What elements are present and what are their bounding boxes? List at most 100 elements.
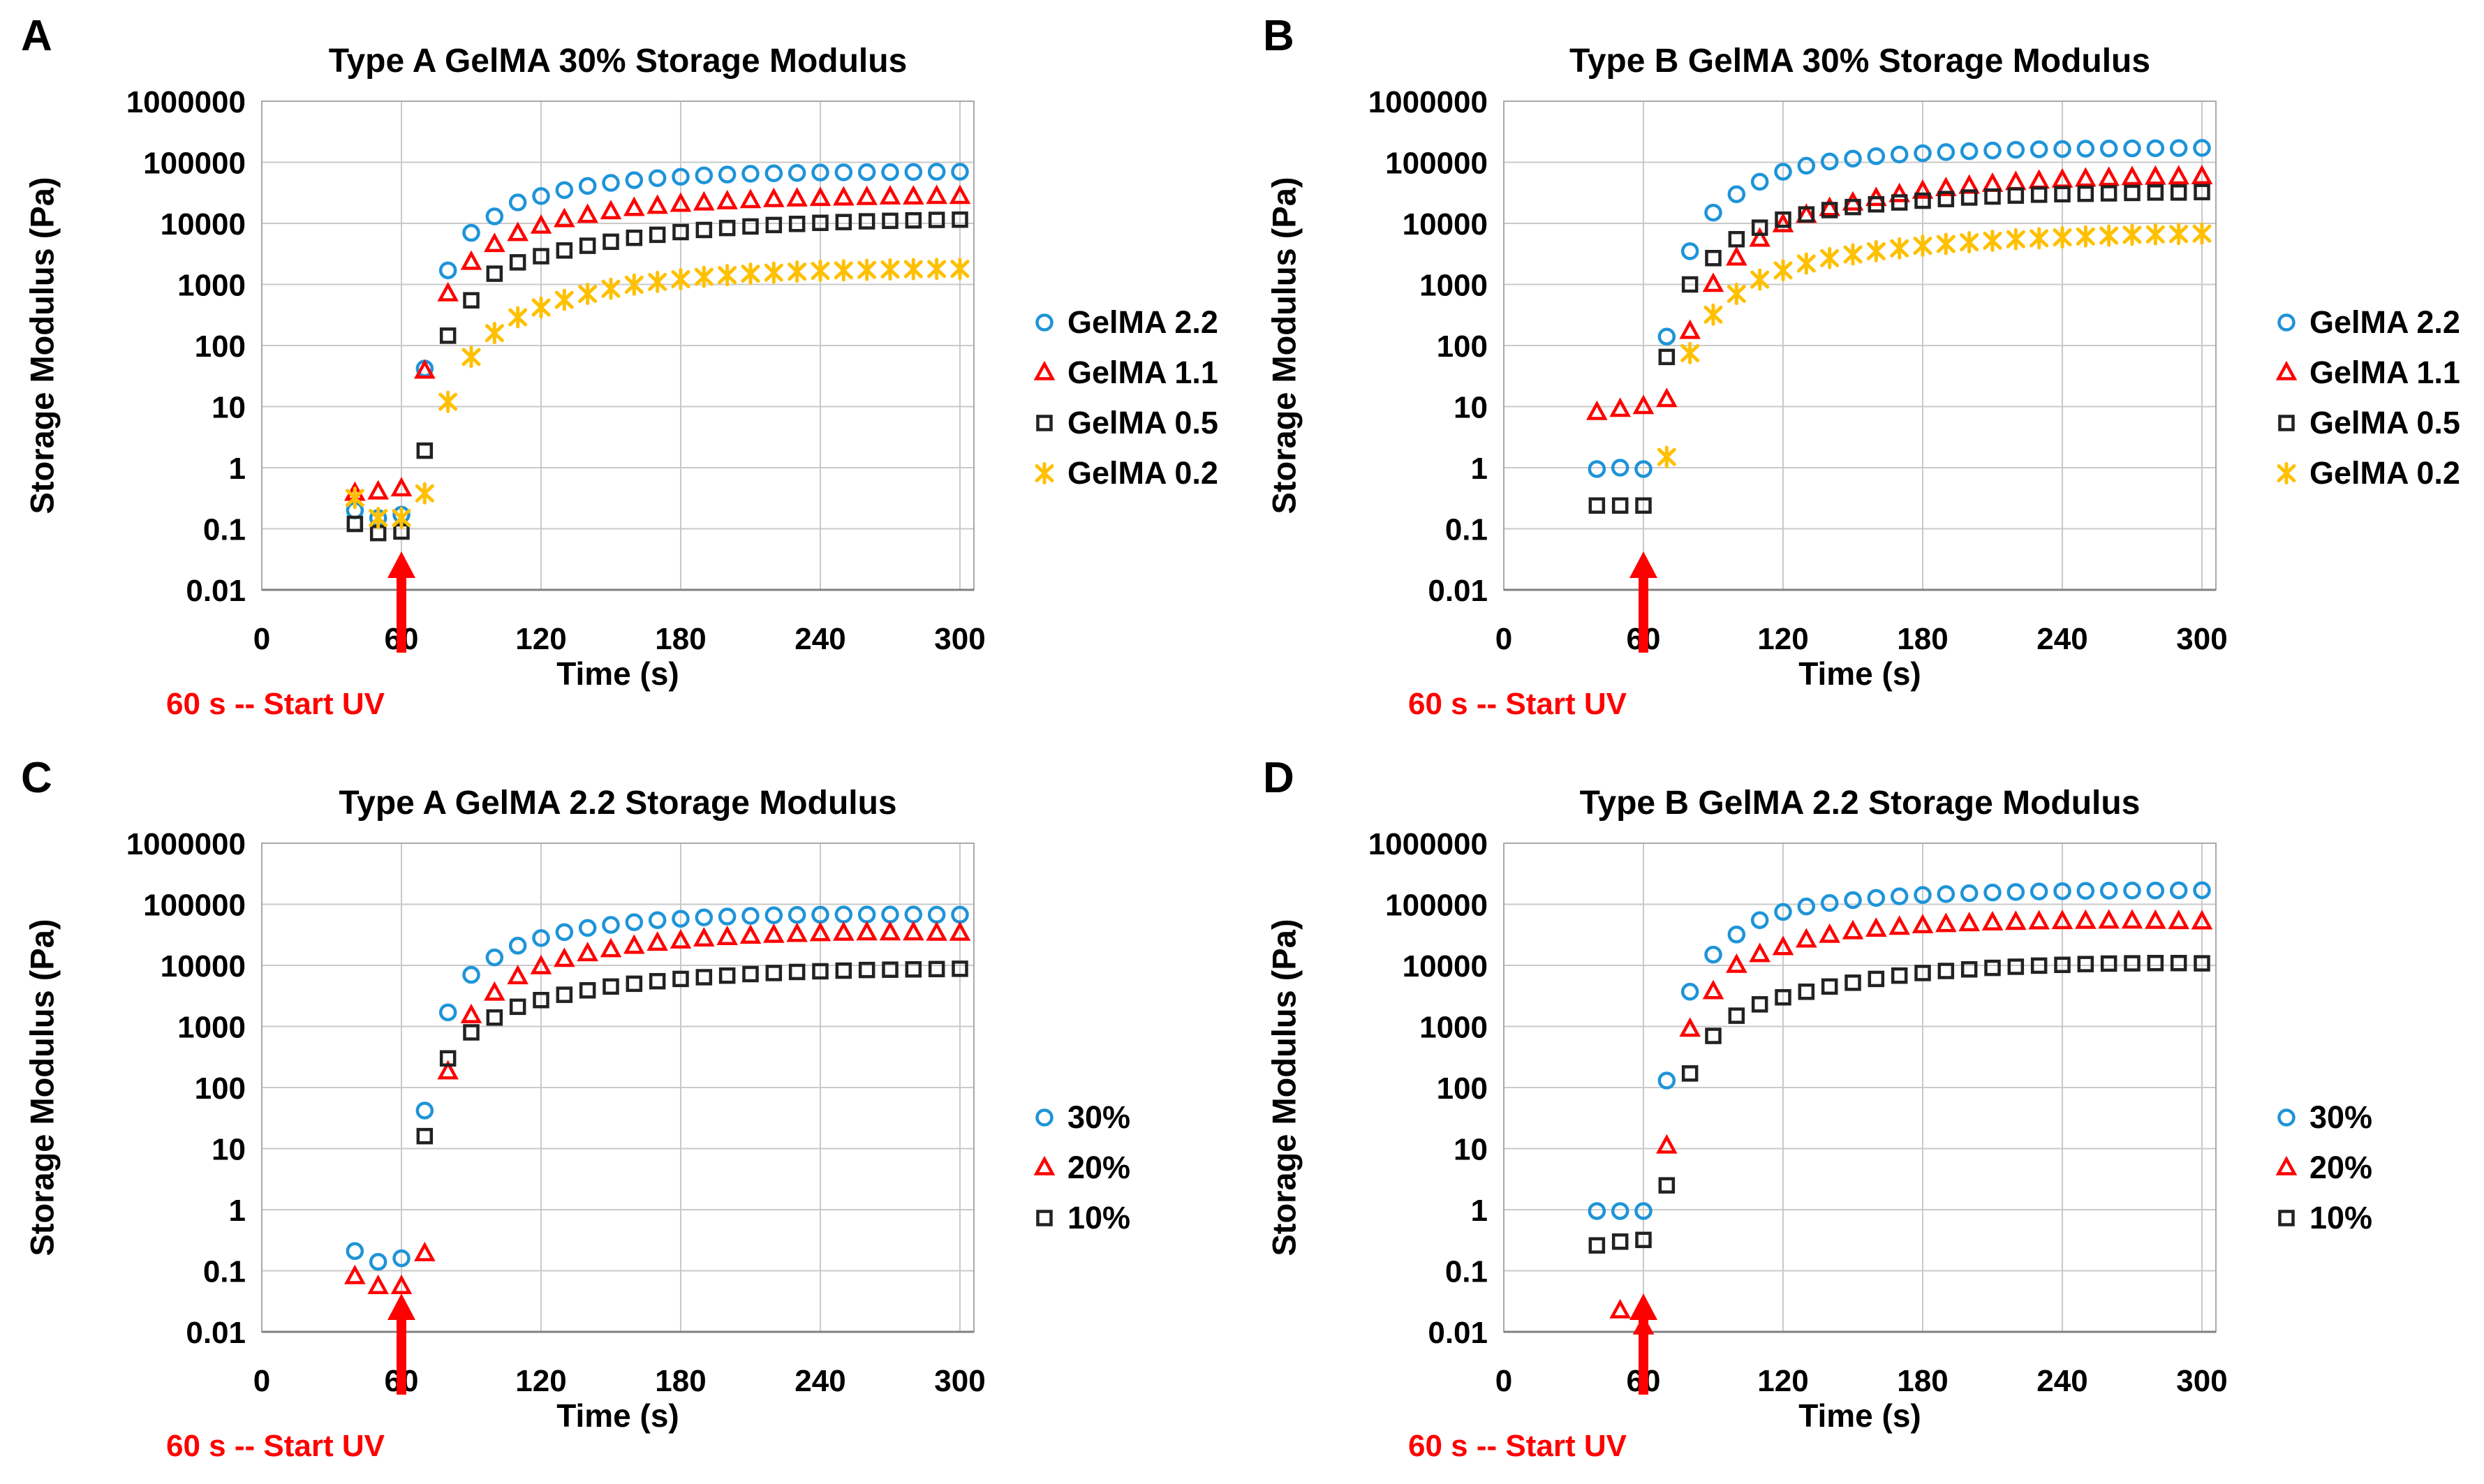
svg-text:10: 10	[1454, 391, 1488, 425]
legend-item-gelma-1.1: GelMA 1.1	[2274, 355, 2460, 391]
gridlines	[261, 843, 974, 1333]
svg-text:0.01: 0.01	[1428, 1316, 1488, 1350]
legend-label: 30%	[1067, 1099, 1131, 1135]
legend-label: 10%	[1067, 1200, 1131, 1236]
series-20%	[1609, 909, 2213, 1335]
svg-text:0.01: 0.01	[186, 574, 246, 608]
star-6-icon	[1035, 462, 1054, 484]
svg-text:0: 0	[253, 1364, 270, 1398]
legend-item-gelma-0.5: GelMA 0.5	[2274, 405, 2460, 441]
legend-label: 30%	[2309, 1099, 2373, 1135]
svg-text:240: 240	[2036, 622, 2087, 656]
legend-label: GelMA 0.5	[2309, 405, 2460, 440]
svg-text:100: 100	[1437, 1071, 1488, 1106]
legend-label: GelMA 1.1	[2309, 355, 2460, 390]
svg-text:180: 180	[1897, 1364, 1948, 1398]
series-gelma-0.2	[345, 258, 970, 530]
legend-item-gelma-2.2: GelMA 2.2	[1032, 304, 1218, 341]
legend-label: 20%	[2309, 1150, 2373, 1185]
svg-text:100: 100	[195, 329, 246, 364]
svg-text:1000000: 1000000	[1368, 827, 1488, 861]
svg-text:1000: 1000	[1419, 1011, 1488, 1045]
uv-arrow	[387, 1293, 415, 1395]
svg-text:0.1: 0.1	[203, 513, 246, 547]
uv-start-annotation: 60 s -- Start UV	[166, 1429, 385, 1463]
open-triangle-icon	[2275, 1155, 2298, 1175]
svg-text:180: 180	[1897, 622, 1948, 656]
y-tick-labels: 1000000 100000 10000 1000 100 10 1 0.1 0.01	[1368, 827, 1488, 1350]
chart-title: Type A GelMA 2.2 Storage Modulus	[339, 785, 897, 822]
svg-text:180: 180	[655, 1364, 706, 1398]
svg-text:0.01: 0.01	[186, 1316, 246, 1350]
svg-text:1: 1	[1471, 1194, 1488, 1228]
legend-label: GelMA 0.2	[2309, 455, 2460, 491]
gridlines	[261, 101, 974, 591]
legend: GelMA 2.2 GelMA 1.1 GelMA 0.5 GelMA 0.2	[1032, 304, 1218, 491]
legend-item-gelma-0.2: GelMA 0.2	[1032, 455, 1218, 491]
svg-text:10000: 10000	[1403, 949, 1488, 984]
y-tick-labels: 1000000 100000 10000 1000 100 10 1 0.1 0.01	[126, 827, 246, 1350]
legend-item-gelma-0.2: GelMA 0.2	[2274, 455, 2460, 491]
legend-item-10%: 10%	[1032, 1200, 1130, 1236]
uv-start-annotation: 60 s -- Start UV	[1408, 687, 1627, 721]
svg-text:10: 10	[212, 391, 246, 425]
series-10%	[416, 960, 968, 1145]
svg-text:100000: 100000	[143, 889, 246, 923]
svg-text:100: 100	[1437, 329, 1488, 364]
svg-text:1000: 1000	[1419, 269, 1488, 303]
svg-text:1000000: 1000000	[126, 85, 246, 119]
svg-text:0.1: 0.1	[1445, 1255, 1488, 1289]
legend-item-gelma-1.1: GelMA 1.1	[1032, 355, 1218, 391]
open-circle-icon	[2277, 313, 2296, 332]
series-gelma-0.5	[346, 211, 968, 542]
svg-text:180: 180	[655, 622, 706, 656]
svg-text:100000: 100000	[1385, 147, 1488, 181]
uv-arrow	[1629, 551, 1657, 653]
plot-area: 10000001000001000010001001010.10.0106012…	[1368, 827, 2228, 1398]
x-tick-labels: 060120180240300	[253, 622, 986, 656]
svg-text:300: 300	[2176, 622, 2227, 656]
svg-text:1: 1	[229, 452, 246, 486]
svg-text:120: 120	[1757, 1364, 1808, 1398]
legend-item-20%: 20%	[1032, 1150, 1130, 1186]
svg-text:0.01: 0.01	[1428, 574, 1488, 608]
open-circle-icon	[1035, 313, 1054, 332]
panel-label: A	[21, 12, 52, 60]
series-gelma-1.1	[1586, 165, 2213, 420]
plot-area: 10000001000001000010001001010.10.0106012…	[126, 827, 986, 1398]
panel-label: D	[1263, 754, 1294, 802]
legend-item-20%: 20%	[2274, 1150, 2372, 1186]
svg-text:120: 120	[1757, 622, 1808, 656]
svg-text:100000: 100000	[1385, 889, 1488, 923]
svg-text:240: 240	[2036, 1364, 2087, 1398]
open-triangle-icon	[1033, 360, 1056, 380]
chart-title: Type A GelMA 30% Storage Modulus	[328, 43, 908, 80]
legend-item-10%: 10%	[2274, 1200, 2372, 1236]
svg-text:10000: 10000	[161, 949, 246, 984]
svg-text:300: 300	[2176, 1364, 2227, 1398]
svg-text:10000: 10000	[1403, 207, 1488, 242]
series-gelma-2.2	[1588, 139, 2211, 478]
open-square-icon	[2278, 1210, 2295, 1226]
legend-item-gelma-2.2: GelMA 2.2	[2274, 304, 2460, 341]
svg-text:1000000: 1000000	[1368, 85, 1488, 119]
svg-text:1: 1	[229, 1194, 246, 1228]
chart-title: Type B GelMA 30% Storage Modulus	[1569, 43, 2151, 80]
open-square-icon	[1036, 1210, 1053, 1226]
legend: 30% 20% 10%	[2274, 1099, 2372, 1236]
series-30%	[1588, 881, 2211, 1220]
legend-label: 10%	[2309, 1200, 2373, 1236]
svg-text:10: 10	[212, 1133, 246, 1167]
svg-text:0.1: 0.1	[203, 1255, 246, 1289]
legend-label: GelMA 0.2	[1067, 455, 1218, 491]
panel-c: C Type A GelMA 2.2 Storage Modulus Stora…	[0, 742, 1242, 1484]
uv-start-annotation: 60 s -- Start UV	[1408, 1429, 1627, 1463]
legend-label: GelMA 1.1	[1067, 355, 1218, 390]
open-square-icon	[2278, 415, 2295, 431]
series-gelma-2.2	[346, 163, 969, 527]
panel-label: C	[21, 754, 52, 802]
x-axis-label: Time (s)	[556, 655, 679, 692]
svg-text:0.1: 0.1	[1445, 513, 1488, 547]
plot-area: 10000001000001000010001001010.10.0106012…	[1368, 85, 2228, 656]
